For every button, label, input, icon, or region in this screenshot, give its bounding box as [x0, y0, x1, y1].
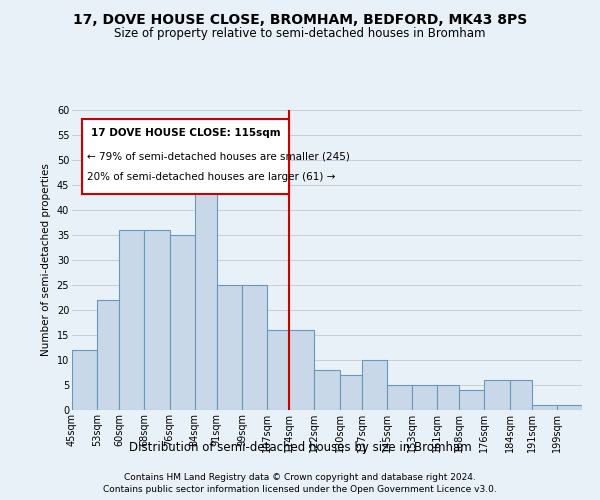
- Bar: [557, 405, 582, 410]
- Y-axis label: Number of semi-detached properties: Number of semi-detached properties: [41, 164, 51, 356]
- Bar: [82, 119, 289, 194]
- Bar: [340, 375, 362, 410]
- Text: Contains public sector information licensed under the Open Government Licence v3: Contains public sector information licen…: [103, 486, 497, 494]
- Bar: [412, 385, 437, 410]
- Bar: [97, 300, 119, 410]
- Text: Distribution of semi-detached houses by size in Bromham: Distribution of semi-detached houses by …: [128, 441, 472, 454]
- Bar: [119, 230, 145, 410]
- Bar: [437, 385, 459, 410]
- Bar: [289, 330, 314, 410]
- Text: Size of property relative to semi-detached houses in Bromham: Size of property relative to semi-detach…: [114, 28, 486, 40]
- Text: 20% of semi-detached houses are larger (61) →: 20% of semi-detached houses are larger (…: [88, 172, 335, 182]
- Bar: [484, 380, 509, 410]
- Bar: [217, 285, 242, 410]
- Bar: [362, 360, 387, 410]
- Bar: [509, 380, 532, 410]
- Text: ← 79% of semi-detached houses are smaller (245): ← 79% of semi-detached houses are smalle…: [88, 152, 350, 162]
- Bar: [170, 235, 195, 410]
- Bar: [532, 405, 557, 410]
- Text: 17, DOVE HOUSE CLOSE, BROMHAM, BEDFORD, MK43 8PS: 17, DOVE HOUSE CLOSE, BROMHAM, BEDFORD, …: [73, 12, 527, 26]
- Bar: [459, 390, 484, 410]
- Text: 17 DOVE HOUSE CLOSE: 115sqm: 17 DOVE HOUSE CLOSE: 115sqm: [91, 128, 281, 138]
- Bar: [267, 330, 289, 410]
- Bar: [387, 385, 412, 410]
- Text: Contains HM Land Registry data © Crown copyright and database right 2024.: Contains HM Land Registry data © Crown c…: [124, 473, 476, 482]
- Bar: [72, 350, 97, 410]
- Bar: [145, 230, 170, 410]
- Bar: [195, 175, 217, 410]
- Bar: [314, 370, 340, 410]
- Bar: [242, 285, 267, 410]
